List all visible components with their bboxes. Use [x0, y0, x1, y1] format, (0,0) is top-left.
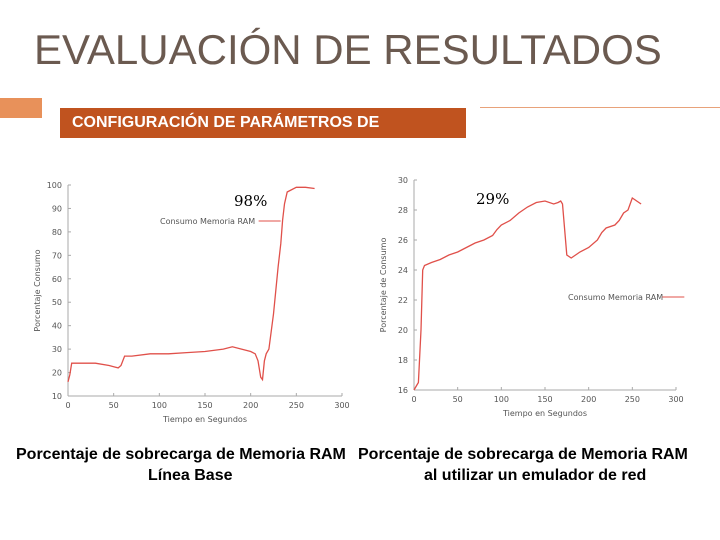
slide-title: EVALUACIÓN DE RESULTADOS — [34, 26, 662, 73]
x-tick-label: 100 — [494, 395, 509, 404]
y-tick-label: 80 — [52, 228, 62, 237]
accent-rule — [480, 107, 720, 108]
x-tick-label: 0 — [411, 395, 416, 404]
y-tick-label: 70 — [52, 251, 62, 260]
caption-emulator-line2: al utilizar un emulador de red — [424, 467, 647, 484]
y-tick-label: 16 — [398, 386, 408, 395]
y-tick-label: 22 — [398, 296, 408, 305]
y-tick-label: 100 — [47, 181, 62, 190]
legend-label: Consumo Memoria RAM — [160, 217, 255, 226]
accent-bar — [0, 98, 42, 118]
caption-baseline-line2: Línea Base — [148, 467, 233, 484]
x-tick-label: 50 — [109, 401, 119, 410]
y-tick-label: 10 — [52, 392, 62, 401]
y-axis-label: Porcentaje de Consumo — [379, 238, 388, 333]
y-tick-label: 24 — [398, 266, 408, 275]
x-axis-label: Tiempo en Segundos — [162, 415, 247, 424]
series-line — [67, 186, 315, 383]
y-axis-label: Porcentaje Consumo — [33, 249, 42, 331]
section-banner: CONFIGURACIÓN DE PARÁMETROS DE — [60, 108, 466, 138]
y-tick-label: 18 — [398, 356, 408, 365]
x-tick-label: 200 — [581, 395, 596, 404]
chart-baseline: 10 20 30 40 50 60 70 80 90 100 0 50 100 150 200 250 300 T… — [33, 181, 350, 424]
x-tick-label: 300 — [334, 401, 349, 410]
y-tick-label: 50 — [52, 298, 62, 307]
y-tick-label: 40 — [52, 322, 62, 331]
x-tick-label: 150 — [197, 401, 212, 410]
y-tick-label: 90 — [52, 204, 62, 213]
x-tick-label: 0 — [65, 401, 70, 410]
y-tick-label: 30 — [398, 176, 408, 185]
x-tick-label: 250 — [625, 395, 640, 404]
x-tick-label: 300 — [668, 395, 683, 404]
y-tick-label: 60 — [52, 275, 62, 284]
caption-emulator-line1: Porcentaje de sobrecarga de Memoria RAM — [358, 446, 688, 463]
x-tick-label: 150 — [537, 395, 552, 404]
y-tick-label: 20 — [52, 369, 62, 378]
x-tick-label: 100 — [152, 401, 167, 410]
x-tick-label: 50 — [453, 395, 463, 404]
series-line — [413, 196, 642, 391]
callout-emulator: 29% — [476, 190, 510, 208]
y-tick-label: 20 — [398, 326, 408, 335]
y-tick-label: 28 — [398, 206, 408, 215]
x-tick-label: 250 — [289, 401, 304, 410]
y-tick-label: 26 — [398, 236, 408, 245]
legend-label: Consumo Memoria RAM — [568, 293, 663, 302]
callout-baseline: 98% — [234, 192, 268, 210]
x-tick-label: 200 — [243, 401, 258, 410]
y-tick-label: 30 — [52, 345, 62, 354]
x-axis-label: Tiempo en Segundos — [502, 409, 587, 418]
caption-baseline-line1: Porcentaje de sobrecarga de Memoria RAM — [16, 446, 346, 463]
